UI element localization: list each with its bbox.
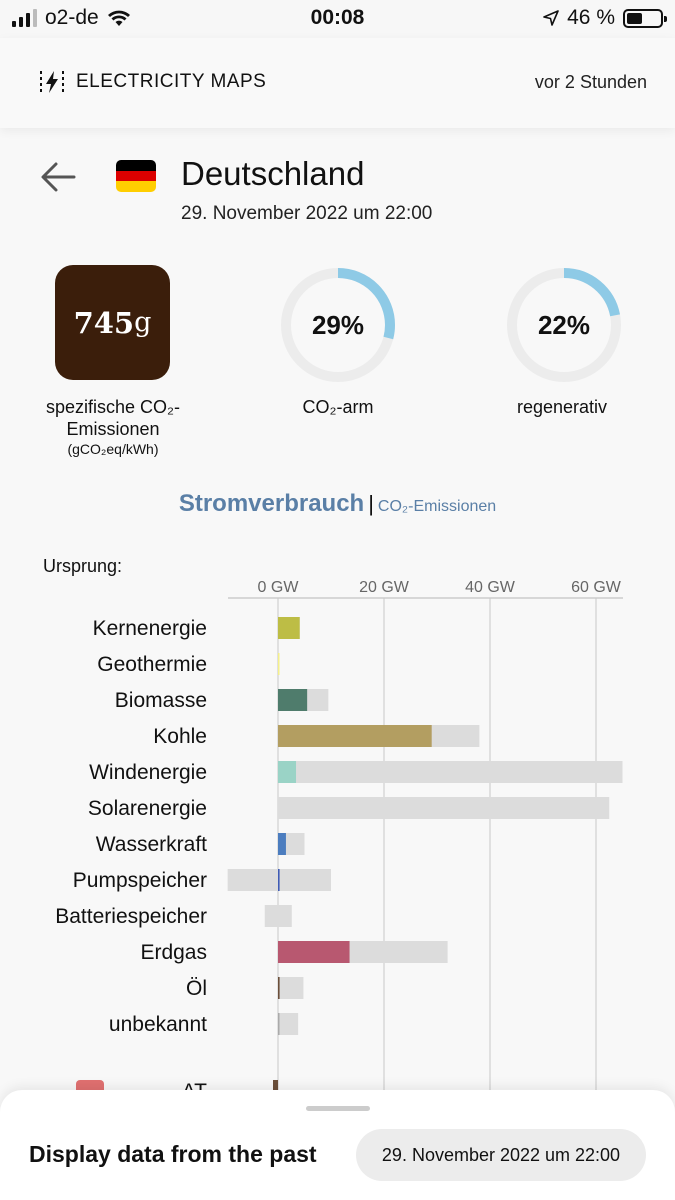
tab-separator: |: [368, 491, 374, 516]
chart-category-label: Erdgas: [140, 941, 207, 964]
chart-category-label: Pumpspeicher: [73, 869, 207, 892]
chart-exchange-label: AT: [182, 1080, 207, 1090]
battery-percent: 46 %: [567, 6, 615, 29]
chart-production-bar: [278, 941, 350, 963]
co2-label-unit: (gCO₂eq/kWh): [67, 441, 159, 457]
low-carbon-percent: 29%: [311, 309, 365, 340]
chart-category-label: Geothermie: [97, 653, 207, 676]
view-toggle: Stromverbrauch | CO₂-Emissionen: [0, 490, 675, 518]
time-travel-sheet: Display data from the past 29. November …: [0, 1090, 675, 1200]
signal-icon: [12, 9, 37, 27]
chart-production-bar: [278, 689, 308, 711]
chart-capacity-bar: [278, 797, 610, 819]
co2-intensity-label: spezifische CO₂- Emissionen (gCO₂eq/kWh): [28, 396, 198, 458]
chart-tick-label: 20 GW: [359, 579, 410, 596]
renewable-label: regenerativ: [516, 397, 608, 417]
sheet-title: Display data from the past: [29, 1141, 317, 1167]
chart-capacity-bar: [278, 1013, 299, 1035]
chart-category-label: Öl: [186, 977, 207, 1000]
chart-production-bar: [278, 653, 280, 675]
chart-tick-label: 0 GW: [258, 579, 300, 596]
chart-production-bar: [278, 833, 286, 855]
location-arrow-icon: [543, 10, 559, 26]
co2-intensity-unit: g: [134, 307, 152, 338]
tab-emissions[interactable]: CO₂-Emissionen: [377, 498, 497, 515]
chart-capacity-bar: [264, 905, 292, 927]
date-picker-button[interactable]: 29. November 2022 um 22:00: [356, 1129, 646, 1181]
clock: 00:08: [310, 6, 365, 29]
chart-category-label: Windenergie: [89, 761, 207, 784]
chart-production-bar: [278, 977, 280, 999]
low-carbon-gauge[interactable]: 29%: [279, 266, 397, 384]
back-button[interactable]: [40, 160, 76, 194]
chart-production-bar: [278, 869, 280, 891]
wifi-icon: [107, 10, 130, 26]
zone-datetime: 29. November 2022 um 22:00: [181, 203, 433, 224]
carrier-label: o2-de: [45, 6, 99, 29]
chart-production-bar: [278, 761, 297, 783]
origin-label: Ursprung:: [43, 556, 123, 576]
app-header: ELECTRICITY MAPS vor 2 Stunden: [0, 38, 675, 128]
last-updated: vor 2 Stunden: [534, 72, 647, 92]
renewable-percent: 22%: [537, 309, 591, 340]
chart-category-label: Solarenergie: [88, 797, 207, 820]
chart-production-bar: [278, 725, 432, 747]
renewable-gauge[interactable]: 22%: [505, 266, 623, 384]
chart-exchange-bar: [273, 1080, 278, 1090]
co2-label-line1: spezifische CO₂-: [45, 397, 181, 417]
chart-category-label: Biomasse: [115, 689, 207, 712]
chart-capacity-bar: [278, 977, 304, 999]
co2-label-line2: Emissionen: [66, 419, 160, 439]
logo-text: ELECTRICITY MAPS: [76, 71, 267, 92]
germany-flag-icon: [116, 160, 156, 192]
chart-category-label: unbekannt: [109, 1013, 207, 1036]
chart-tick-label: 40 GW: [465, 579, 516, 596]
chart-capacity-bar: [278, 761, 623, 783]
logo[interactable]: ELECTRICITY MAPS: [38, 68, 266, 96]
low-carbon-label: CO₂-arm: [302, 397, 374, 417]
austria-flag-icon: [76, 1080, 104, 1090]
chart-production-bar: [278, 1013, 280, 1035]
chart-category-label: Kohle: [153, 725, 207, 748]
gauge-arc: [507, 268, 621, 382]
sheet-drag-handle[interactable]: [306, 1106, 370, 1111]
gauge-arc: [281, 268, 395, 382]
electricity-maps-logo-icon: [40, 71, 64, 93]
chart-tick-label: 60 GW: [571, 579, 622, 596]
chart-category-label: Wasserkraft: [96, 833, 207, 856]
battery-icon: [623, 8, 667, 28]
tab-consumption[interactable]: Stromverbrauch: [178, 490, 365, 517]
zone-name: Deutschland: [181, 155, 365, 192]
status-bar: o2-de 00:08 46 %: [0, 0, 675, 38]
chart-production-bar: [278, 617, 300, 639]
chart-category-label: Batteriespeicher: [55, 905, 207, 928]
chart-category-label: Kernenergie: [93, 617, 207, 640]
arrow-left-icon: [41, 162, 76, 192]
production-chart: 0 GW 20 GW 40 GW 60 GW Kernenergie Geothermie…: [55, 579, 623, 1090]
co2-intensity-box[interactable]: 745 g: [55, 265, 170, 380]
co2-intensity-value: 745: [73, 305, 135, 340]
